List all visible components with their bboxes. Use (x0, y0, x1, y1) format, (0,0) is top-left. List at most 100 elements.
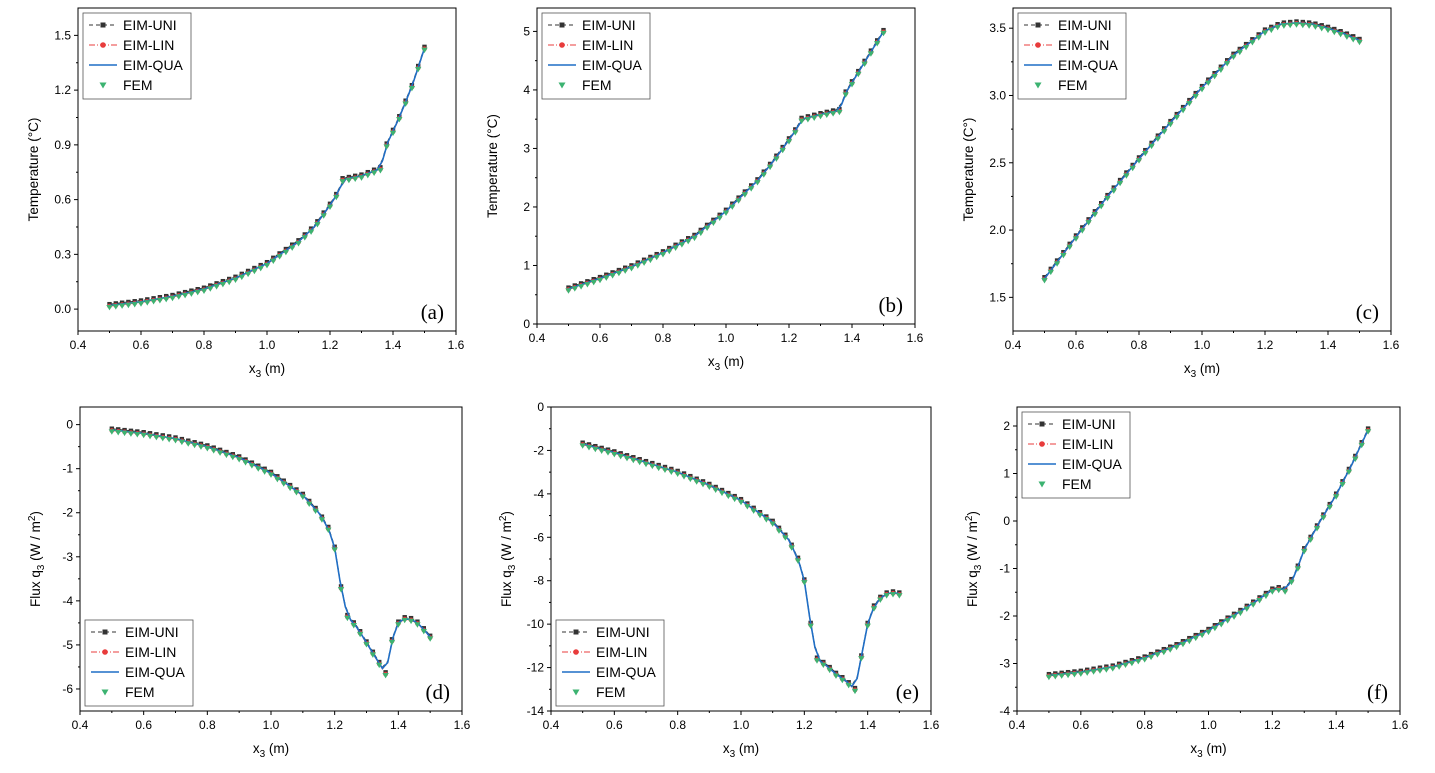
marker-fem (811, 115, 818, 121)
x-tick-label: 0.8 (669, 718, 686, 732)
marker-fem (1041, 278, 1048, 284)
y-tick-label: 3.5 (989, 21, 1006, 35)
marker-fem (788, 545, 795, 551)
marker-fem (307, 229, 315, 235)
marker-fem (851, 688, 859, 695)
marker-fem (345, 177, 353, 184)
marker-fem (257, 265, 264, 272)
marker-fem (775, 528, 783, 534)
y-tick-label: -2 (999, 609, 1010, 623)
marker-fem (1192, 93, 1199, 100)
legend: EIM-UNI EIM-LIN EIM-QUA FEM (555, 619, 665, 707)
legend-label: EIM-UNI (582, 17, 636, 33)
marker-fem (794, 558, 802, 564)
marker-fem (1072, 236, 1080, 242)
marker-fem (326, 204, 334, 211)
marker-fem (1261, 30, 1269, 36)
marker-fem (293, 490, 300, 496)
marker-fem (1294, 566, 1302, 572)
marker-fem (807, 623, 814, 629)
x-tick-label: 1.6 (1392, 718, 1409, 732)
marker-fem (1255, 35, 1262, 41)
marker-fem (1331, 29, 1338, 36)
legend-label: EIM-QUA (596, 664, 657, 680)
marker-fem (674, 471, 681, 477)
marker-fem (112, 304, 119, 310)
legend-marker (1039, 441, 1045, 447)
marker-fem (1116, 180, 1124, 187)
marker-fem (1339, 481, 1346, 488)
marker-fem (1103, 667, 1110, 673)
marker-fem (659, 252, 667, 258)
y-tick-label: -2 (533, 443, 544, 457)
marker-fem (1128, 660, 1136, 667)
marker-fem (722, 210, 730, 216)
marker-fem (1324, 27, 1332, 34)
marker-fem (756, 512, 764, 519)
x-tick-label: 1.4 (859, 718, 876, 732)
legend-marker (1035, 22, 1041, 28)
marker-fem (251, 268, 258, 275)
marker-fem (710, 220, 717, 227)
marker-fem (678, 242, 686, 248)
marker-fem (1047, 269, 1054, 276)
marker-fem (1205, 629, 1212, 636)
marker-fem (750, 508, 757, 514)
y-tick-label: -4 (62, 594, 73, 608)
marker-fem (1313, 526, 1321, 532)
marker-fem (668, 469, 675, 476)
x-tick-label: 0.8 (196, 338, 213, 352)
marker-fem (874, 41, 881, 47)
y-tick-label: 1.5 (989, 290, 1006, 304)
marker-fem (1079, 228, 1086, 234)
marker-fem (146, 433, 154, 440)
marker-fem (396, 117, 403, 123)
marker-fem (333, 194, 340, 201)
x-tick-label: 0.6 (1068, 338, 1085, 352)
marker-fem (223, 452, 230, 459)
marker-fem (289, 245, 296, 251)
legend-marker (1034, 82, 1042, 89)
marker-fem (861, 61, 868, 68)
legend-marker (559, 22, 565, 28)
marker-fem (877, 597, 884, 603)
marker-fem (200, 288, 208, 294)
y-tick-label: 3.0 (989, 88, 1006, 102)
x-tick-label: 0.6 (135, 718, 152, 732)
marker-fem (1256, 598, 1263, 604)
legend-label: EIM-LIN (596, 644, 647, 660)
y-tick-label: -12 (527, 661, 545, 675)
marker-fem (579, 443, 586, 449)
marker-fem (1269, 589, 1276, 595)
legend-label: FEM (1062, 476, 1092, 492)
marker-fem (1115, 664, 1123, 670)
marker-fem (1218, 622, 1225, 628)
marker-fem (577, 284, 585, 290)
marker-fem (640, 260, 648, 266)
x-tick-label: 1.4 (844, 331, 861, 345)
x-axis-label: x3 (m) (249, 361, 285, 380)
marker-fem (274, 476, 281, 483)
marker-fem (792, 130, 799, 136)
x-tick-label: 1.0 (259, 338, 276, 352)
marker-fem (604, 450, 612, 456)
marker-fem (1071, 672, 1078, 678)
y-axis-label: Flux q3 (W / m2) (964, 511, 984, 607)
x-tick-label: 0.4 (543, 718, 560, 732)
marker-fem (178, 439, 186, 446)
marker-fem (836, 109, 843, 116)
x-axis-label: x3 (m) (253, 741, 289, 760)
marker-fem (1211, 625, 1219, 632)
x-tick-label: 1.2 (1264, 718, 1281, 732)
marker-fem (1281, 589, 1289, 595)
marker-fem (1110, 188, 1117, 194)
marker-fem (596, 277, 604, 284)
y-tick-label: 2 (1003, 419, 1010, 433)
marker-fem (331, 547, 338, 553)
x-tick-label: 1.2 (796, 718, 813, 732)
marker-fem (350, 623, 357, 629)
y-tick-label: 0.9 (54, 138, 71, 152)
marker-fem (140, 432, 147, 439)
legend-label: EIM-UNI (1058, 17, 1112, 33)
marker-fem (1274, 25, 1281, 31)
